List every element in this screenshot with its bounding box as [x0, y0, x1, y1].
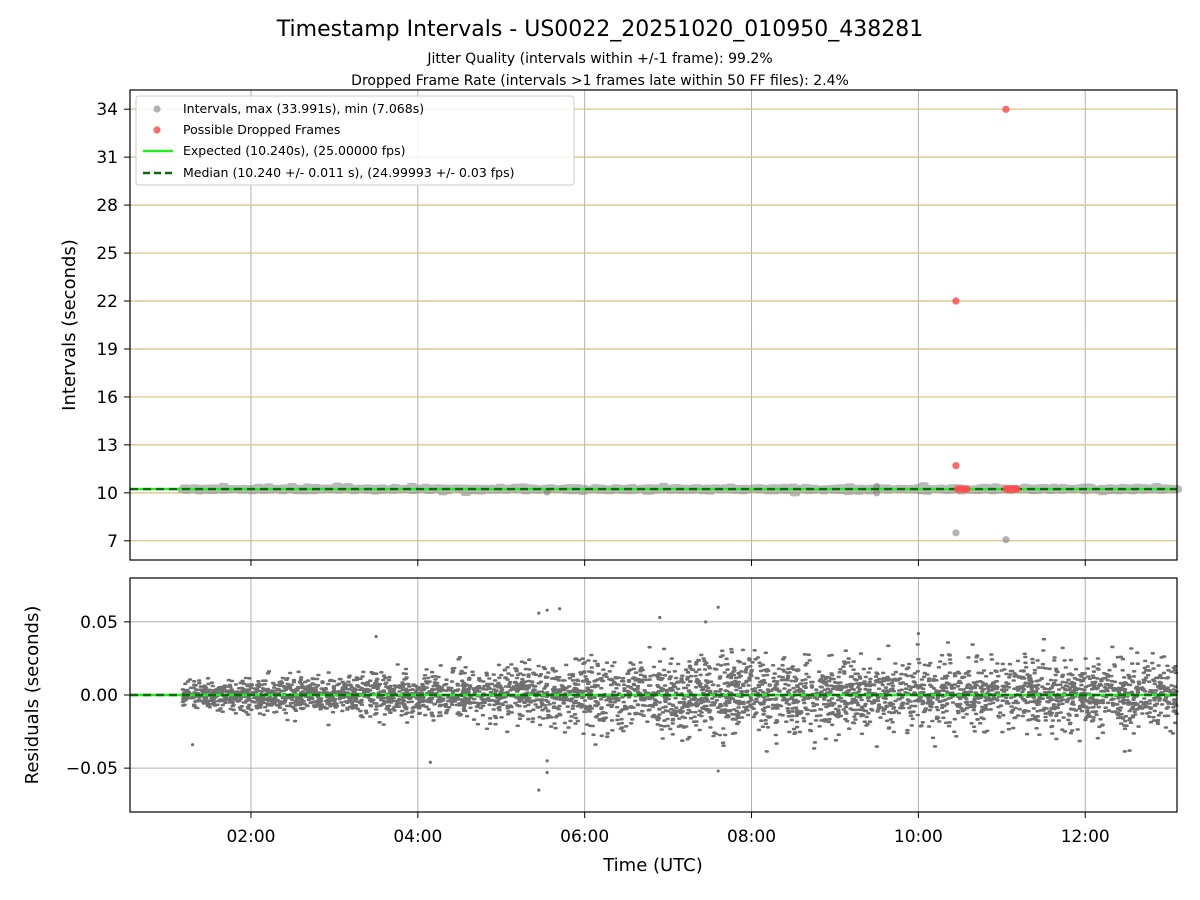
dropped-frame-point [963, 485, 971, 493]
residuals-y-axis-label: Residuals (seconds) [22, 606, 43, 785]
x-tick-label: 08:00 [727, 827, 776, 847]
interval-point [1002, 536, 1010, 544]
intervals-y-tick-label: 13 [96, 436, 118, 456]
residual-point [704, 620, 708, 624]
residual-point [374, 634, 378, 639]
legend-marker-intervals [153, 105, 161, 113]
x-axis-label: Time (UTC) [602, 855, 703, 876]
intervals-axes: 7 10 13 16 19 22 25 28 31 34 [96, 100, 1086, 566]
legend-label-intervals: Intervals, max (33.991s), min (7.068s) [183, 101, 424, 116]
intervals-y-tick-label: 34 [96, 100, 118, 120]
residual-point [190, 743, 195, 747]
intervals-y-tick-label: 25 [96, 244, 118, 264]
residuals-data [130, 605, 1179, 792]
intervals-y-tick-label: 7 [107, 532, 118, 552]
residual-point [545, 759, 549, 763]
residual-point [537, 788, 541, 792]
legend-item-dropped: Possible Dropped Frames [153, 122, 340, 137]
chart-title: Timestamp Intervals - US0022_20251020_01… [276, 17, 923, 42]
chart-subtitle-dropped: Dropped Frame Rate (intervals >1 frames … [351, 73, 849, 89]
intervals-y-axis-label: Intervals (seconds) [59, 239, 80, 411]
x-tick-label: 12:00 [1061, 827, 1110, 847]
legend-item-expected: Expected (10.240s), (25.00000 fps) [143, 143, 405, 158]
intervals-plot-frame [129, 89, 1178, 561]
interval-point [543, 488, 551, 496]
x-tick-label: 06:00 [560, 827, 609, 847]
residuals-axes: 02:00 04:00 06:00 08:00 10:00 12:00 −0.05 0.00 0… [66, 613, 1110, 847]
residual-point [537, 611, 541, 615]
residuals-y-tick-label: 0.00 [80, 686, 118, 706]
residual-point [558, 607, 562, 611]
legend-label-expected: Expected (10.240s), (25.00000 fps) [183, 143, 405, 158]
residual-point [545, 608, 549, 612]
legend-label-median: Median (10.240 +/- 0.011 s), (24.99993 +… [183, 165, 514, 180]
dropped-frame-point [1013, 485, 1021, 493]
interval-point [873, 489, 881, 497]
x-tick-label: 10:00 [894, 827, 943, 847]
residual-point [545, 770, 549, 775]
intervals-y-tick-label: 28 [96, 196, 118, 216]
dropped-frame-point [1002, 105, 1010, 113]
legend-item-median: Median (10.240 +/- 0.011 s), (24.99993 +… [143, 165, 514, 180]
chart-subtitle-jitter: Jitter Quality (intervals within +/-1 fr… [426, 51, 772, 67]
intervals-y-tick-label: 31 [96, 148, 118, 168]
legend: Intervals, max (33.991s), min (7.068s) P… [135, 95, 575, 186]
interval-point [952, 529, 960, 537]
intervals-y-tick-label: 19 [96, 340, 118, 360]
residual-point [916, 631, 920, 636]
residuals-y-tick-label: 0.05 [80, 613, 118, 633]
legend-marker-dropped [153, 126, 161, 134]
intervals-y-tick-label: 16 [96, 388, 118, 408]
residual-point [716, 605, 720, 609]
residual-point [658, 615, 662, 620]
legend-label-dropped: Possible Dropped Frames [183, 122, 340, 137]
x-tick-label: 02:00 [226, 827, 275, 847]
residual-point [716, 769, 720, 773]
residuals-panel: 02:00 04:00 06:00 08:00 10:00 12:00 −0.05 0.00 0… [22, 577, 1179, 876]
residual-point [428, 760, 432, 764]
intervals-data [130, 105, 1183, 544]
legend-box [135, 95, 575, 186]
dropped-frame-point [952, 297, 960, 305]
intervals-y-tick-label: 22 [96, 292, 118, 312]
intervals-y-tick-label: 10 [96, 484, 118, 504]
residuals-y-tick-label: −0.05 [66, 759, 118, 779]
dropped-frame-point [952, 462, 960, 470]
legend-item-intervals: Intervals, max (33.991s), min (7.068s) [153, 101, 424, 116]
x-tick-label: 04:00 [393, 827, 442, 847]
